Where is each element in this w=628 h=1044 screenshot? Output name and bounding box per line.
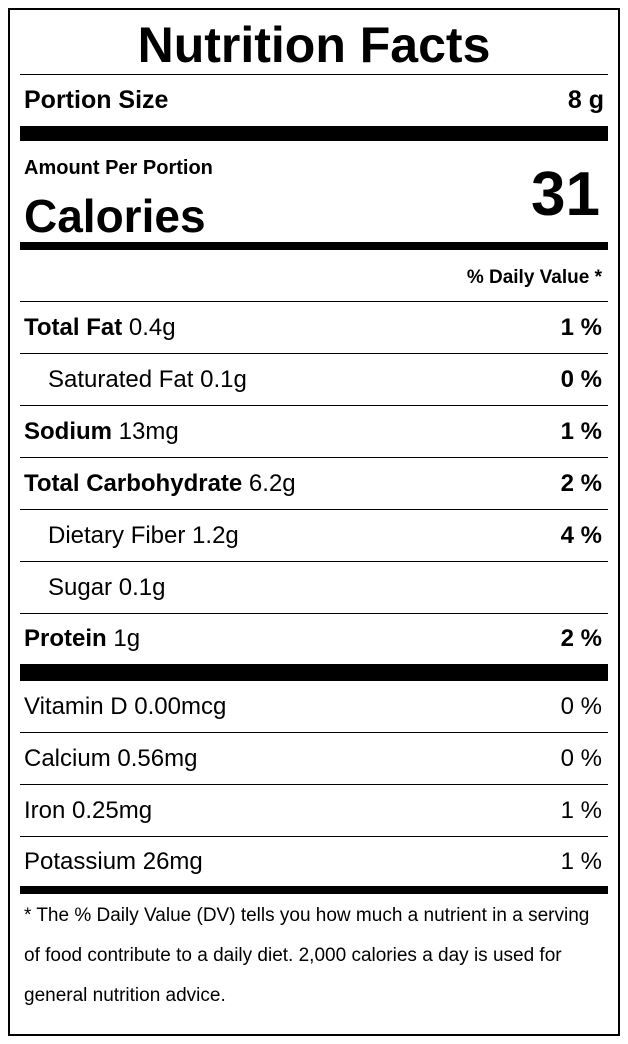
nutrient-amount: 0.56mg	[117, 744, 198, 772]
nutrient-row: Sodium 13mg 1 %	[20, 406, 608, 458]
dv-header: % Daily Value *	[20, 250, 608, 302]
nutrient-text: Total Carbohydrate 6.2g	[24, 470, 296, 498]
nutrient-text: Vitamin D 0.00mcg	[24, 693, 226, 721]
nutrient-row: Protein 1g 2 %	[20, 614, 608, 681]
nutrient-text: Saturated Fat 0.1g	[48, 366, 247, 394]
amount-label: Amount Per Portion	[24, 157, 213, 179]
title: Nutrition Facts	[20, 10, 608, 75]
nutrition-label: Nutrition Facts Portion Size 8 g Amount …	[8, 8, 620, 1036]
nutrient-amount: 0.1g	[200, 365, 247, 393]
nutrient-name: Total Carbohydrate	[24, 469, 243, 497]
nutrient-row: Total Carbohydrate 6.2g 2 %	[20, 458, 608, 510]
nutrient-name: Dietary Fiber	[48, 521, 186, 549]
nutrient-amount: 0.1g	[118, 573, 166, 601]
nutrient-text: Protein 1g	[24, 625, 140, 653]
nutrient-text: Sodium 13mg	[24, 418, 179, 446]
portion-row: Portion Size 8 g	[20, 75, 608, 141]
nutrient-row: Iron 0.25mg 1 %	[20, 785, 608, 837]
nutrient-text: Total Fat 0.4g	[24, 314, 176, 342]
nutrient-amount: 13mg	[118, 417, 179, 445]
nutrient-name: Sugar	[48, 573, 113, 601]
nutrient-amount: 1g	[113, 625, 141, 652]
nutrient-text: Iron 0.25mg	[24, 797, 152, 825]
nutrient-row: Vitamin D 0.00mcg 0 %	[20, 681, 608, 733]
nutrient-text: Calcium 0.56mg	[24, 745, 197, 773]
nutrient-text: Sugar 0.1g	[48, 574, 165, 602]
daily-value: 0 %	[560, 744, 602, 772]
daily-value: 1 %	[560, 417, 602, 445]
vitamin-list: Vitamin D 0.00mcg 0 % Calcium 0.56mg 0 % Iro…	[20, 681, 608, 894]
nutrient-list: Total Fat 0.4g 1 % Saturated Fat 0.1g 0 % So…	[20, 302, 608, 681]
nutrient-row: Calcium 0.56mg 0 %	[20, 733, 608, 785]
nutrient-name: Total Fat	[24, 313, 123, 341]
nutrient-name: Potassium	[24, 847, 137, 875]
daily-value: 1 %	[560, 847, 602, 875]
nutrient-amount: 0.25mg	[72, 796, 153, 824]
nutrient-name: Sodium	[24, 417, 112, 445]
daily-value: 1 %	[560, 796, 602, 824]
nutrient-amount: 26mg	[142, 847, 203, 875]
nutrient-amount: 6.2g	[248, 469, 296, 497]
nutrient-row: Sugar 0.1g	[20, 562, 608, 614]
daily-value: 4 %	[560, 521, 602, 549]
daily-value: 0 %	[560, 365, 602, 393]
footnote: * The % Daily Value (DV) tells you how m…	[24, 905, 590, 1006]
nutrient-text: Potassium 26mg	[24, 848, 203, 876]
nutrient-name: Saturated Fat	[48, 365, 194, 393]
calories-value: 31	[531, 160, 600, 229]
calories-label: Calories	[24, 190, 206, 242]
portion-value: 8 g	[567, 86, 604, 114]
nutrient-text: Dietary Fiber 1.2g	[48, 522, 239, 550]
portion-label: Portion Size	[24, 86, 169, 114]
nutrient-name: Vitamin D	[24, 692, 128, 720]
nutrient-row: Total Fat 0.4g 1 %	[20, 302, 608, 354]
nutrient-name: Protein	[24, 625, 107, 652]
nutrient-name: Iron	[24, 796, 66, 824]
calories-block: Amount Per Portion Calories 31	[20, 141, 608, 250]
nutrient-row: Saturated Fat 0.1g 0 %	[20, 354, 608, 406]
nutrient-row: Dietary Fiber 1.2g 4 %	[20, 510, 608, 562]
daily-value: 2 %	[560, 625, 602, 652]
nutrient-name: Calcium	[24, 744, 111, 772]
nutrient-amount: 1.2g	[192, 521, 239, 549]
daily-value: 0 %	[560, 692, 602, 720]
daily-value: 2 %	[560, 469, 602, 497]
nutrient-amount: 0.4g	[128, 313, 176, 341]
daily-value: 1 %	[560, 313, 602, 341]
nutrient-row: Potassium 26mg 1 %	[20, 837, 608, 894]
nutrient-amount: 0.00mcg	[134, 692, 227, 720]
